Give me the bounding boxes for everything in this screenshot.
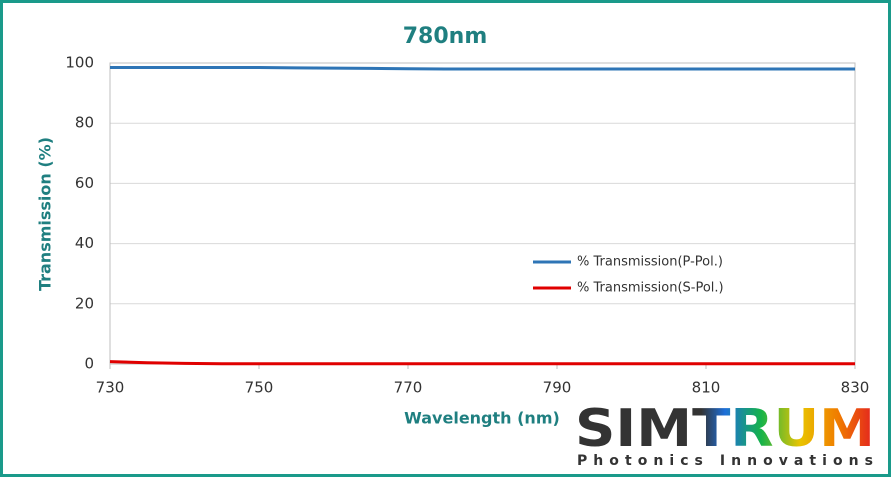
legend-label: % Transmission(P-Pol.) (577, 255, 723, 270)
x-tick-label: 730 (96, 379, 125, 397)
chart-title: 780nm (403, 24, 488, 49)
y-tick-label: 20 (75, 294, 94, 312)
x-tick-label: 830 (841, 379, 870, 397)
y-tick-label: 40 (75, 234, 94, 252)
y-tick-label: 0 (84, 355, 94, 373)
x-tick-label: 810 (692, 379, 721, 397)
x-tick-label: 790 (543, 379, 572, 397)
series-line (109, 360, 855, 366)
x-tick-label: 750 (245, 379, 274, 397)
y-axis-label: Transmission (%) (36, 137, 55, 291)
y-tick-label: 80 (75, 114, 94, 132)
x-tick-label: 770 (394, 379, 423, 397)
legend-label: % Transmission(S-Pol.) (577, 281, 724, 296)
logo-name: SIMTRUM (575, 399, 875, 459)
series-line (110, 66, 855, 71)
y-tick-label: 100 (65, 54, 94, 72)
y-tick-label: 60 (75, 174, 94, 192)
x-axis-label: Wavelength (nm) (404, 409, 560, 428)
